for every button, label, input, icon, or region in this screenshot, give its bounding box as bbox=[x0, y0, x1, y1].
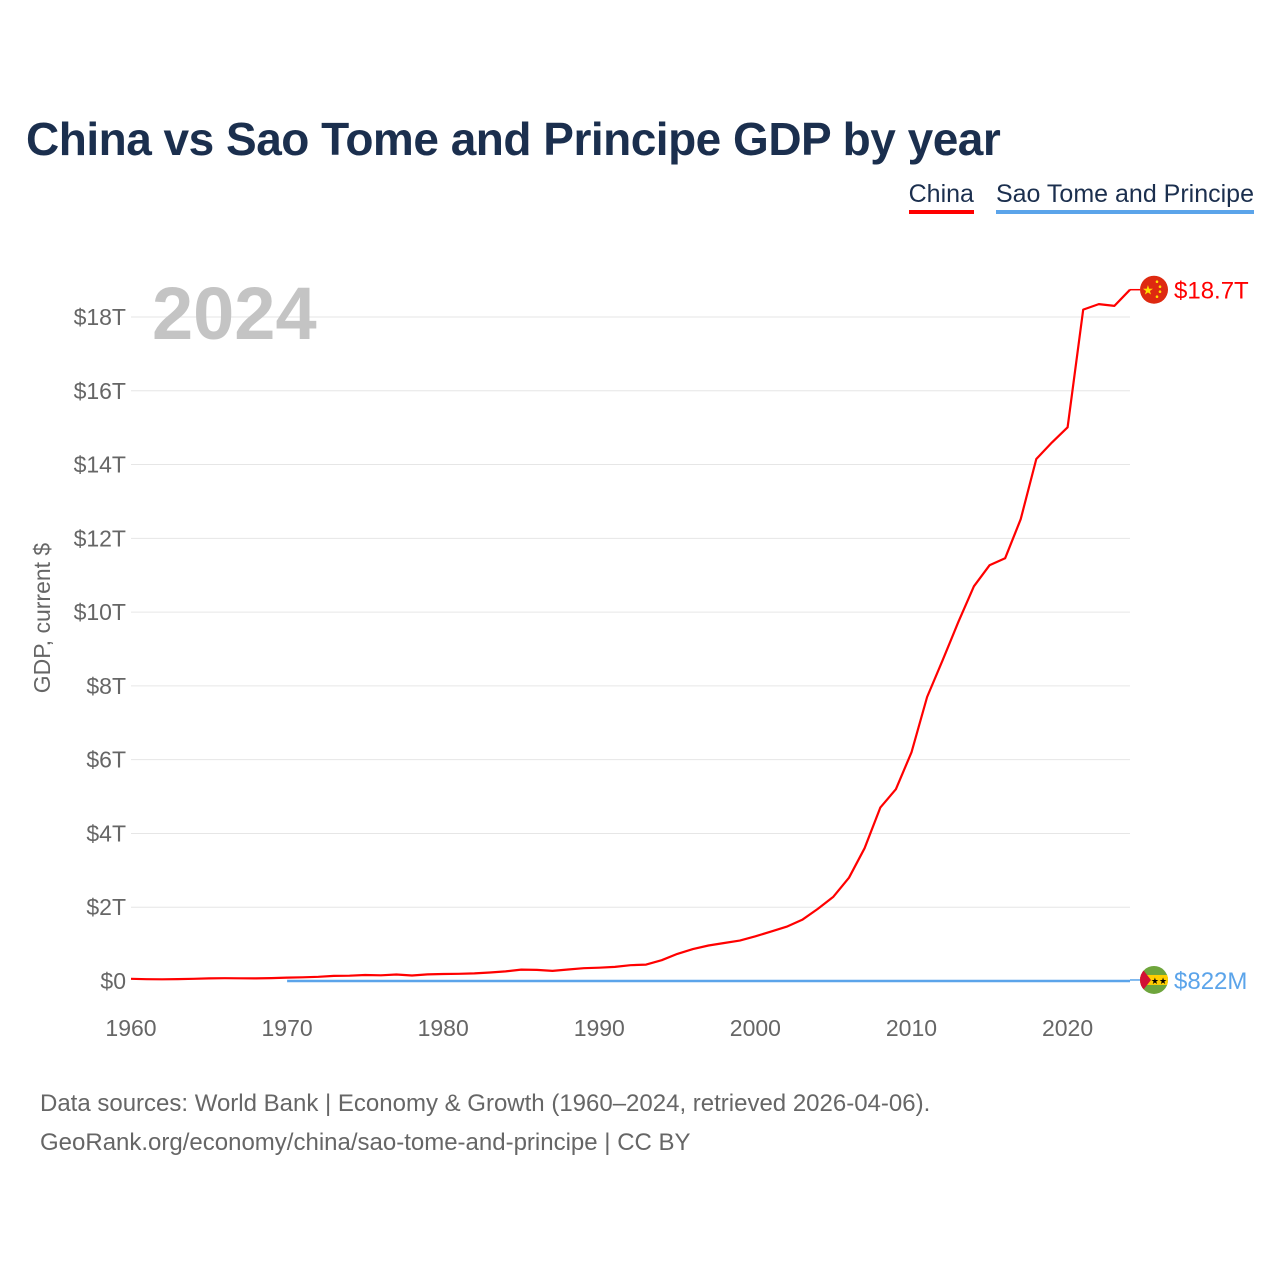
x-tick-label: 1980 bbox=[418, 1015, 469, 1041]
sao-tome-flag-icon: ★★ bbox=[1140, 965, 1168, 994]
year-label: 2024 bbox=[152, 272, 317, 355]
y-tick-label: $12T bbox=[74, 525, 126, 551]
svg-text:★★: ★★ bbox=[1151, 976, 1167, 986]
y-tick-label: $18T bbox=[74, 304, 126, 330]
legend: China Sao Tome and Principe bbox=[908, 180, 1254, 214]
y-tick-label: $0 bbox=[100, 968, 126, 994]
svg-text:★: ★ bbox=[1142, 283, 1154, 298]
y-tick-label: $14T bbox=[74, 452, 126, 478]
end-value-label-china: $18.7T bbox=[1174, 278, 1249, 305]
y-tick-label: $8T bbox=[86, 673, 126, 699]
x-tick-label: 2020 bbox=[1042, 1015, 1093, 1041]
x-tick-label: 2010 bbox=[886, 1015, 937, 1041]
legend-item-china[interactable]: China bbox=[908, 180, 974, 214]
footer: Data sources: World Bank | Economy & Gro… bbox=[40, 1084, 930, 1162]
x-tick-label: 1990 bbox=[574, 1015, 625, 1041]
series-line-china bbox=[130, 288, 1131, 981]
y-tick-label: $2T bbox=[86, 894, 126, 920]
end-value-label-sao-tome: $822M bbox=[1174, 968, 1247, 995]
chart-title: China vs Sao Tome and Principe GDP by ye… bbox=[26, 113, 1001, 165]
source-link[interactable]: GeoRank.org/economy/china/sao-tome-and-p… bbox=[40, 1129, 691, 1156]
y-tick-label: $10T bbox=[74, 599, 126, 625]
y-axis-label: GDP, current $ bbox=[29, 543, 55, 694]
y-tick-label: $4T bbox=[86, 820, 126, 846]
y-tick-label: $6T bbox=[86, 747, 126, 773]
y-tick-label: $16T bbox=[74, 378, 126, 404]
china-flag-icon: ★ bbox=[1140, 275, 1168, 304]
x-tick-label: 1960 bbox=[105, 1015, 156, 1041]
x-tick-label: 2000 bbox=[730, 1015, 781, 1041]
x-tick-label: 1970 bbox=[262, 1015, 313, 1041]
data-source-text: Data sources: World Bank | Economy & Gro… bbox=[40, 1090, 931, 1117]
legend-item-sao-tome[interactable]: Sao Tome and Principe bbox=[995, 180, 1254, 214]
